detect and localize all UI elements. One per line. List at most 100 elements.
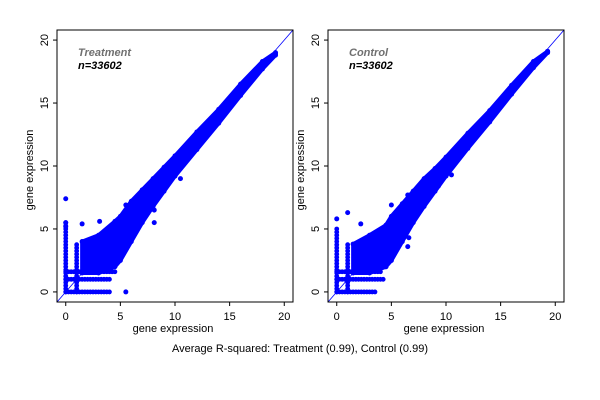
x-axis-label: gene expression xyxy=(404,323,485,335)
data-point xyxy=(79,221,85,227)
data-point xyxy=(509,91,515,97)
data-point xyxy=(443,173,449,179)
data-point xyxy=(432,188,438,194)
data-point xyxy=(388,213,394,219)
data-point xyxy=(259,66,265,72)
data-point xyxy=(432,166,438,172)
x-tick-label: 15 xyxy=(495,311,507,323)
x-tick-label: 20 xyxy=(549,311,561,323)
data-point xyxy=(421,203,427,209)
data-point xyxy=(350,241,356,247)
data-point xyxy=(383,222,389,228)
data-point xyxy=(350,270,356,276)
data-point xyxy=(545,48,551,54)
data-point xyxy=(216,106,222,112)
data-point xyxy=(334,216,340,222)
data-point xyxy=(378,269,383,275)
data-point xyxy=(151,220,157,226)
x-axis-label: gene expression xyxy=(133,323,214,335)
data-point xyxy=(465,130,471,136)
y-tick-label: 20 xyxy=(310,34,322,46)
points-layer xyxy=(328,30,564,302)
data-point xyxy=(123,202,129,208)
data-point xyxy=(399,239,405,245)
data-point xyxy=(123,289,129,295)
data-point xyxy=(334,226,340,232)
data-point xyxy=(410,220,416,226)
y-axis-label: gene expression xyxy=(295,130,307,211)
data-point xyxy=(367,232,373,238)
data-point xyxy=(358,221,364,227)
y-tick-label: 10 xyxy=(310,160,322,172)
data-point xyxy=(530,65,536,71)
data-point xyxy=(167,178,173,184)
data-point xyxy=(421,176,427,182)
data-point xyxy=(139,220,145,226)
points-layer xyxy=(57,30,293,302)
data-point xyxy=(150,203,156,209)
x-tick-label: 5 xyxy=(117,311,123,323)
y-tick-label: 5 xyxy=(39,226,51,232)
data-point xyxy=(96,232,102,238)
y-tick-label: 20 xyxy=(39,34,51,46)
data-point xyxy=(410,188,416,194)
data-point xyxy=(128,239,134,245)
data-point xyxy=(96,270,102,276)
data-point xyxy=(194,147,200,153)
data-point xyxy=(107,276,112,282)
data-point xyxy=(345,242,351,248)
x-tick-label: 5 xyxy=(388,311,394,323)
data-point xyxy=(194,129,200,135)
x-tick-label: 0 xyxy=(334,311,340,323)
point-cloud xyxy=(80,50,278,276)
data-point xyxy=(150,176,156,182)
data-point xyxy=(151,207,157,213)
data-point xyxy=(74,242,80,248)
treatment-panel: 0 5 10 15 20 0 5 10 15 20 gene expression gene expr… xyxy=(24,29,294,335)
data-point xyxy=(509,82,515,88)
data-point xyxy=(63,196,69,202)
data-point xyxy=(112,264,118,270)
y-tick-label: 5 xyxy=(310,226,322,232)
chart-caption: Average R-squared: Treatment (0.99), Con… xyxy=(172,343,428,355)
point-cloud xyxy=(351,49,550,276)
data-point xyxy=(112,269,118,275)
data-point xyxy=(399,201,405,207)
data-point xyxy=(383,264,389,270)
data-point xyxy=(273,51,279,57)
data-point xyxy=(388,257,394,263)
data-point xyxy=(63,223,69,229)
data-point xyxy=(448,172,454,178)
data-point xyxy=(172,153,178,159)
data-point xyxy=(487,108,493,114)
panel-subtitle: n=33602 xyxy=(78,60,122,72)
x-tick-label: 10 xyxy=(169,311,181,323)
y-tick-label: 0 xyxy=(39,289,51,295)
data-point xyxy=(128,198,134,204)
data-point xyxy=(388,202,394,208)
data-point xyxy=(63,220,69,226)
data-point xyxy=(238,92,244,98)
data-point xyxy=(405,192,411,198)
data-point xyxy=(117,257,123,263)
panel-subtitle: n=33602 xyxy=(349,60,393,72)
panel-title: Control xyxy=(349,47,389,59)
y-tick-label: 10 xyxy=(39,160,51,172)
y-tick-label: 15 xyxy=(310,97,322,109)
data-point xyxy=(79,270,85,276)
data-point xyxy=(487,119,493,125)
data-point xyxy=(345,210,351,216)
data-point xyxy=(435,183,441,189)
data-point xyxy=(406,235,412,241)
data-point xyxy=(465,145,471,151)
data-point xyxy=(238,81,244,87)
data-point xyxy=(177,176,183,182)
control-panel: 0 5 10 15 20 0 5 10 15 20 gene expression gene expr… xyxy=(295,29,565,335)
data-point xyxy=(79,239,85,245)
data-point xyxy=(380,276,386,282)
data-point xyxy=(216,120,222,126)
y-axis-label: gene expression xyxy=(24,130,36,211)
y-tick-label: 0 xyxy=(310,289,322,295)
data-point xyxy=(372,289,378,295)
data-point xyxy=(161,164,167,170)
